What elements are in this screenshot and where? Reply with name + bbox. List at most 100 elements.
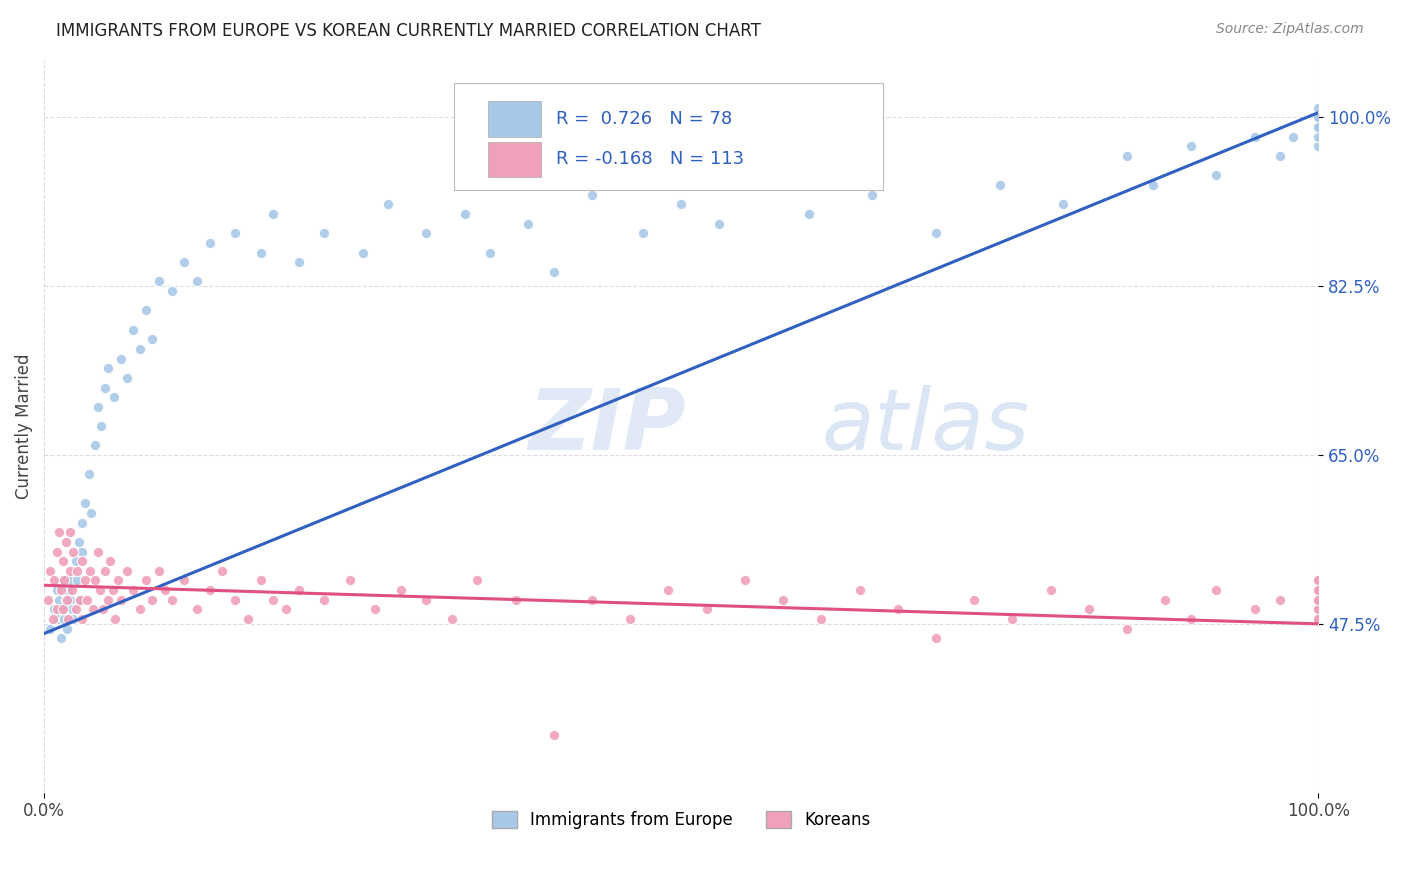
- Point: [186, 602, 208, 616]
- Point: [135, 303, 157, 318]
- Point: [1154, 592, 1177, 607]
- Point: [67, 534, 90, 549]
- Point: [58, 592, 80, 607]
- Point: [1308, 612, 1330, 626]
- Point: [49, 632, 72, 646]
- Point: [453, 207, 475, 221]
- Point: [101, 583, 124, 598]
- Point: [479, 245, 502, 260]
- Point: [1308, 111, 1330, 125]
- Point: [364, 602, 387, 616]
- Point: [122, 323, 145, 337]
- Point: [69, 592, 91, 607]
- Point: [1308, 612, 1330, 626]
- Point: [1308, 612, 1330, 626]
- Point: [1039, 583, 1062, 598]
- Point: [62, 544, 84, 558]
- Point: [94, 564, 117, 578]
- Point: [37, 592, 59, 607]
- Point: [198, 235, 221, 250]
- Point: [141, 592, 163, 607]
- Point: [86, 544, 108, 558]
- Point: [52, 602, 75, 616]
- Point: [128, 602, 150, 616]
- Point: [810, 612, 832, 626]
- Bar: [488, 102, 541, 136]
- Point: [45, 583, 67, 598]
- Point: [82, 602, 104, 616]
- Point: [1308, 602, 1330, 616]
- Point: [224, 592, 246, 607]
- Point: [1205, 583, 1227, 598]
- Point: [135, 574, 157, 588]
- Point: [1308, 602, 1330, 616]
- Legend: Immigrants from Europe, Koreans: Immigrants from Europe, Koreans: [485, 804, 877, 836]
- Point: [619, 612, 641, 626]
- Text: Source: ZipAtlas.com: Source: ZipAtlas.com: [1216, 22, 1364, 37]
- Point: [97, 361, 120, 376]
- Point: [1268, 592, 1291, 607]
- Point: [72, 516, 94, 530]
- Point: [65, 554, 87, 568]
- Point: [94, 380, 117, 394]
- Point: [1308, 583, 1330, 598]
- Point: [440, 612, 463, 626]
- Point: [1308, 120, 1330, 135]
- Point: [314, 592, 336, 607]
- Point: [39, 564, 62, 578]
- Point: [1308, 583, 1330, 598]
- Point: [110, 592, 132, 607]
- Point: [1308, 574, 1330, 588]
- Point: [45, 612, 67, 626]
- Point: [288, 255, 311, 269]
- Point: [60, 583, 83, 598]
- Text: atlas: atlas: [821, 384, 1029, 467]
- Point: [1268, 149, 1291, 163]
- Point: [1308, 574, 1330, 588]
- Point: [543, 265, 565, 279]
- Point: [58, 564, 80, 578]
- Point: [173, 574, 195, 588]
- Point: [76, 592, 98, 607]
- Point: [1116, 149, 1139, 163]
- Point: [848, 583, 870, 598]
- Point: [58, 583, 80, 598]
- Point: [415, 226, 437, 240]
- Point: [103, 390, 125, 404]
- Point: [759, 178, 782, 192]
- Point: [377, 197, 399, 211]
- Point: [1243, 602, 1265, 616]
- Point: [1308, 583, 1330, 598]
- Point: [45, 544, 67, 558]
- Point: [1077, 602, 1099, 616]
- Point: [314, 226, 336, 240]
- Point: [55, 534, 77, 549]
- Point: [58, 612, 80, 626]
- Bar: [488, 142, 541, 177]
- Point: [77, 467, 100, 482]
- Point: [415, 592, 437, 607]
- Point: [1001, 612, 1024, 626]
- Point: [65, 602, 87, 616]
- Point: [1205, 169, 1227, 183]
- Point: [97, 592, 120, 607]
- Point: [211, 564, 233, 578]
- Point: [1180, 139, 1202, 153]
- Point: [860, 187, 883, 202]
- Point: [86, 400, 108, 414]
- Point: [1308, 111, 1330, 125]
- Point: [657, 583, 679, 598]
- Point: [505, 592, 527, 607]
- Point: [1142, 178, 1164, 192]
- Point: [276, 602, 298, 616]
- Point: [84, 438, 107, 452]
- Point: [581, 187, 603, 202]
- Point: [58, 574, 80, 588]
- Point: [52, 554, 75, 568]
- Point: [288, 583, 311, 598]
- Point: [925, 226, 948, 240]
- Point: [98, 554, 121, 568]
- Point: [91, 602, 114, 616]
- Point: [465, 574, 488, 588]
- Point: [963, 592, 986, 607]
